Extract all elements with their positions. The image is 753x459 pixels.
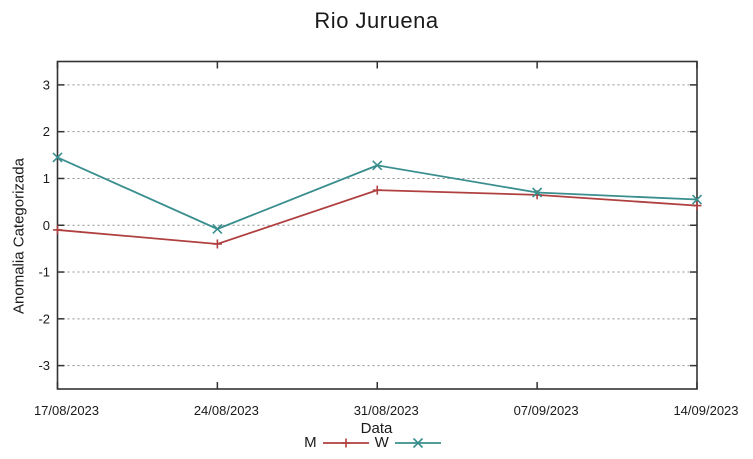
legend-label-w: W [374,434,389,451]
y-tick-label: -1 [38,265,50,280]
chart-title: Rio Juruena [314,8,439,33]
x-tick-label: 24/08/2023 [194,403,259,418]
x-axis-label: Data [360,420,393,437]
cross-marker [372,160,383,171]
x-tick-label: 14/09/2023 [673,403,738,418]
cross-marker [532,187,543,198]
cross-marker [691,194,703,205]
legend: M W [0,434,745,451]
legend-label-m: M [304,434,317,451]
y-tick-label: 2 [43,124,50,139]
legend-item-w: W [375,434,441,451]
y-tick-label: 1 [43,171,50,186]
plot-border [56,60,698,390]
x-tick-label: 31/08/2023 [354,403,419,418]
y-tick-label: -3 [38,358,50,373]
legend-sample-m-line [322,438,369,447]
legend-item-m: M [304,434,369,451]
x-tick-label: 07/09/2023 [514,403,579,418]
x-tick-label: 17/08/2023 [34,403,99,418]
legend-sample-w-line [394,437,441,448]
series-M-line [57,189,698,245]
cross-marker [412,437,423,448]
cross-marker [212,223,223,235]
cross-marker [52,152,63,163]
y-tick-label: 0 [43,218,50,233]
y-tick-label: -2 [38,311,50,326]
y-tick-label: 3 [43,77,50,92]
